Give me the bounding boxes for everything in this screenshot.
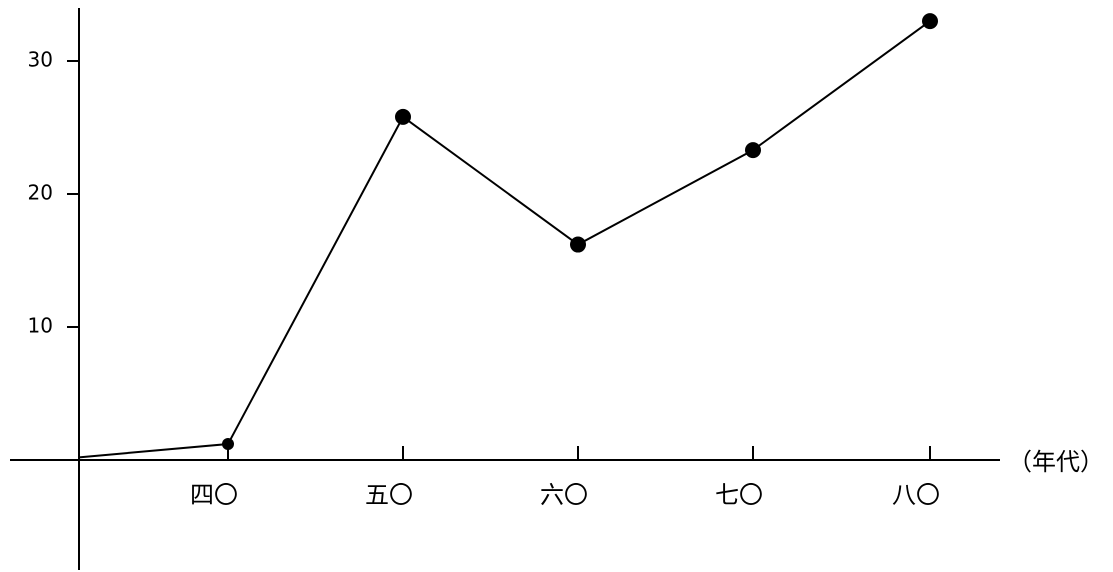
x-tick-label: 四〇 [190, 481, 238, 509]
data-point [745, 142, 761, 159]
x-axis-unit-label: （年代） [1008, 448, 1104, 476]
x-ticks: 四〇 五〇 六〇 七〇 八〇 [190, 446, 940, 509]
x-tick-label: 六〇 [540, 481, 588, 509]
y-ticks: 10 20 30 [28, 48, 79, 338]
series [78, 13, 938, 459]
data-point [922, 13, 938, 30]
axes [10, 8, 1000, 570]
data-point [570, 236, 586, 253]
data-point [222, 438, 234, 451]
y-tick-label: 20 [28, 181, 53, 205]
x-tick-label: 五〇 [365, 481, 413, 509]
y-tick-label: 10 [28, 314, 53, 338]
y-tick-label: 30 [28, 48, 53, 72]
x-tick-label: 七〇 [715, 481, 763, 509]
data-point [395, 108, 411, 125]
x-tick-label: 八〇 [892, 481, 940, 509]
series-line [78, 20, 931, 459]
